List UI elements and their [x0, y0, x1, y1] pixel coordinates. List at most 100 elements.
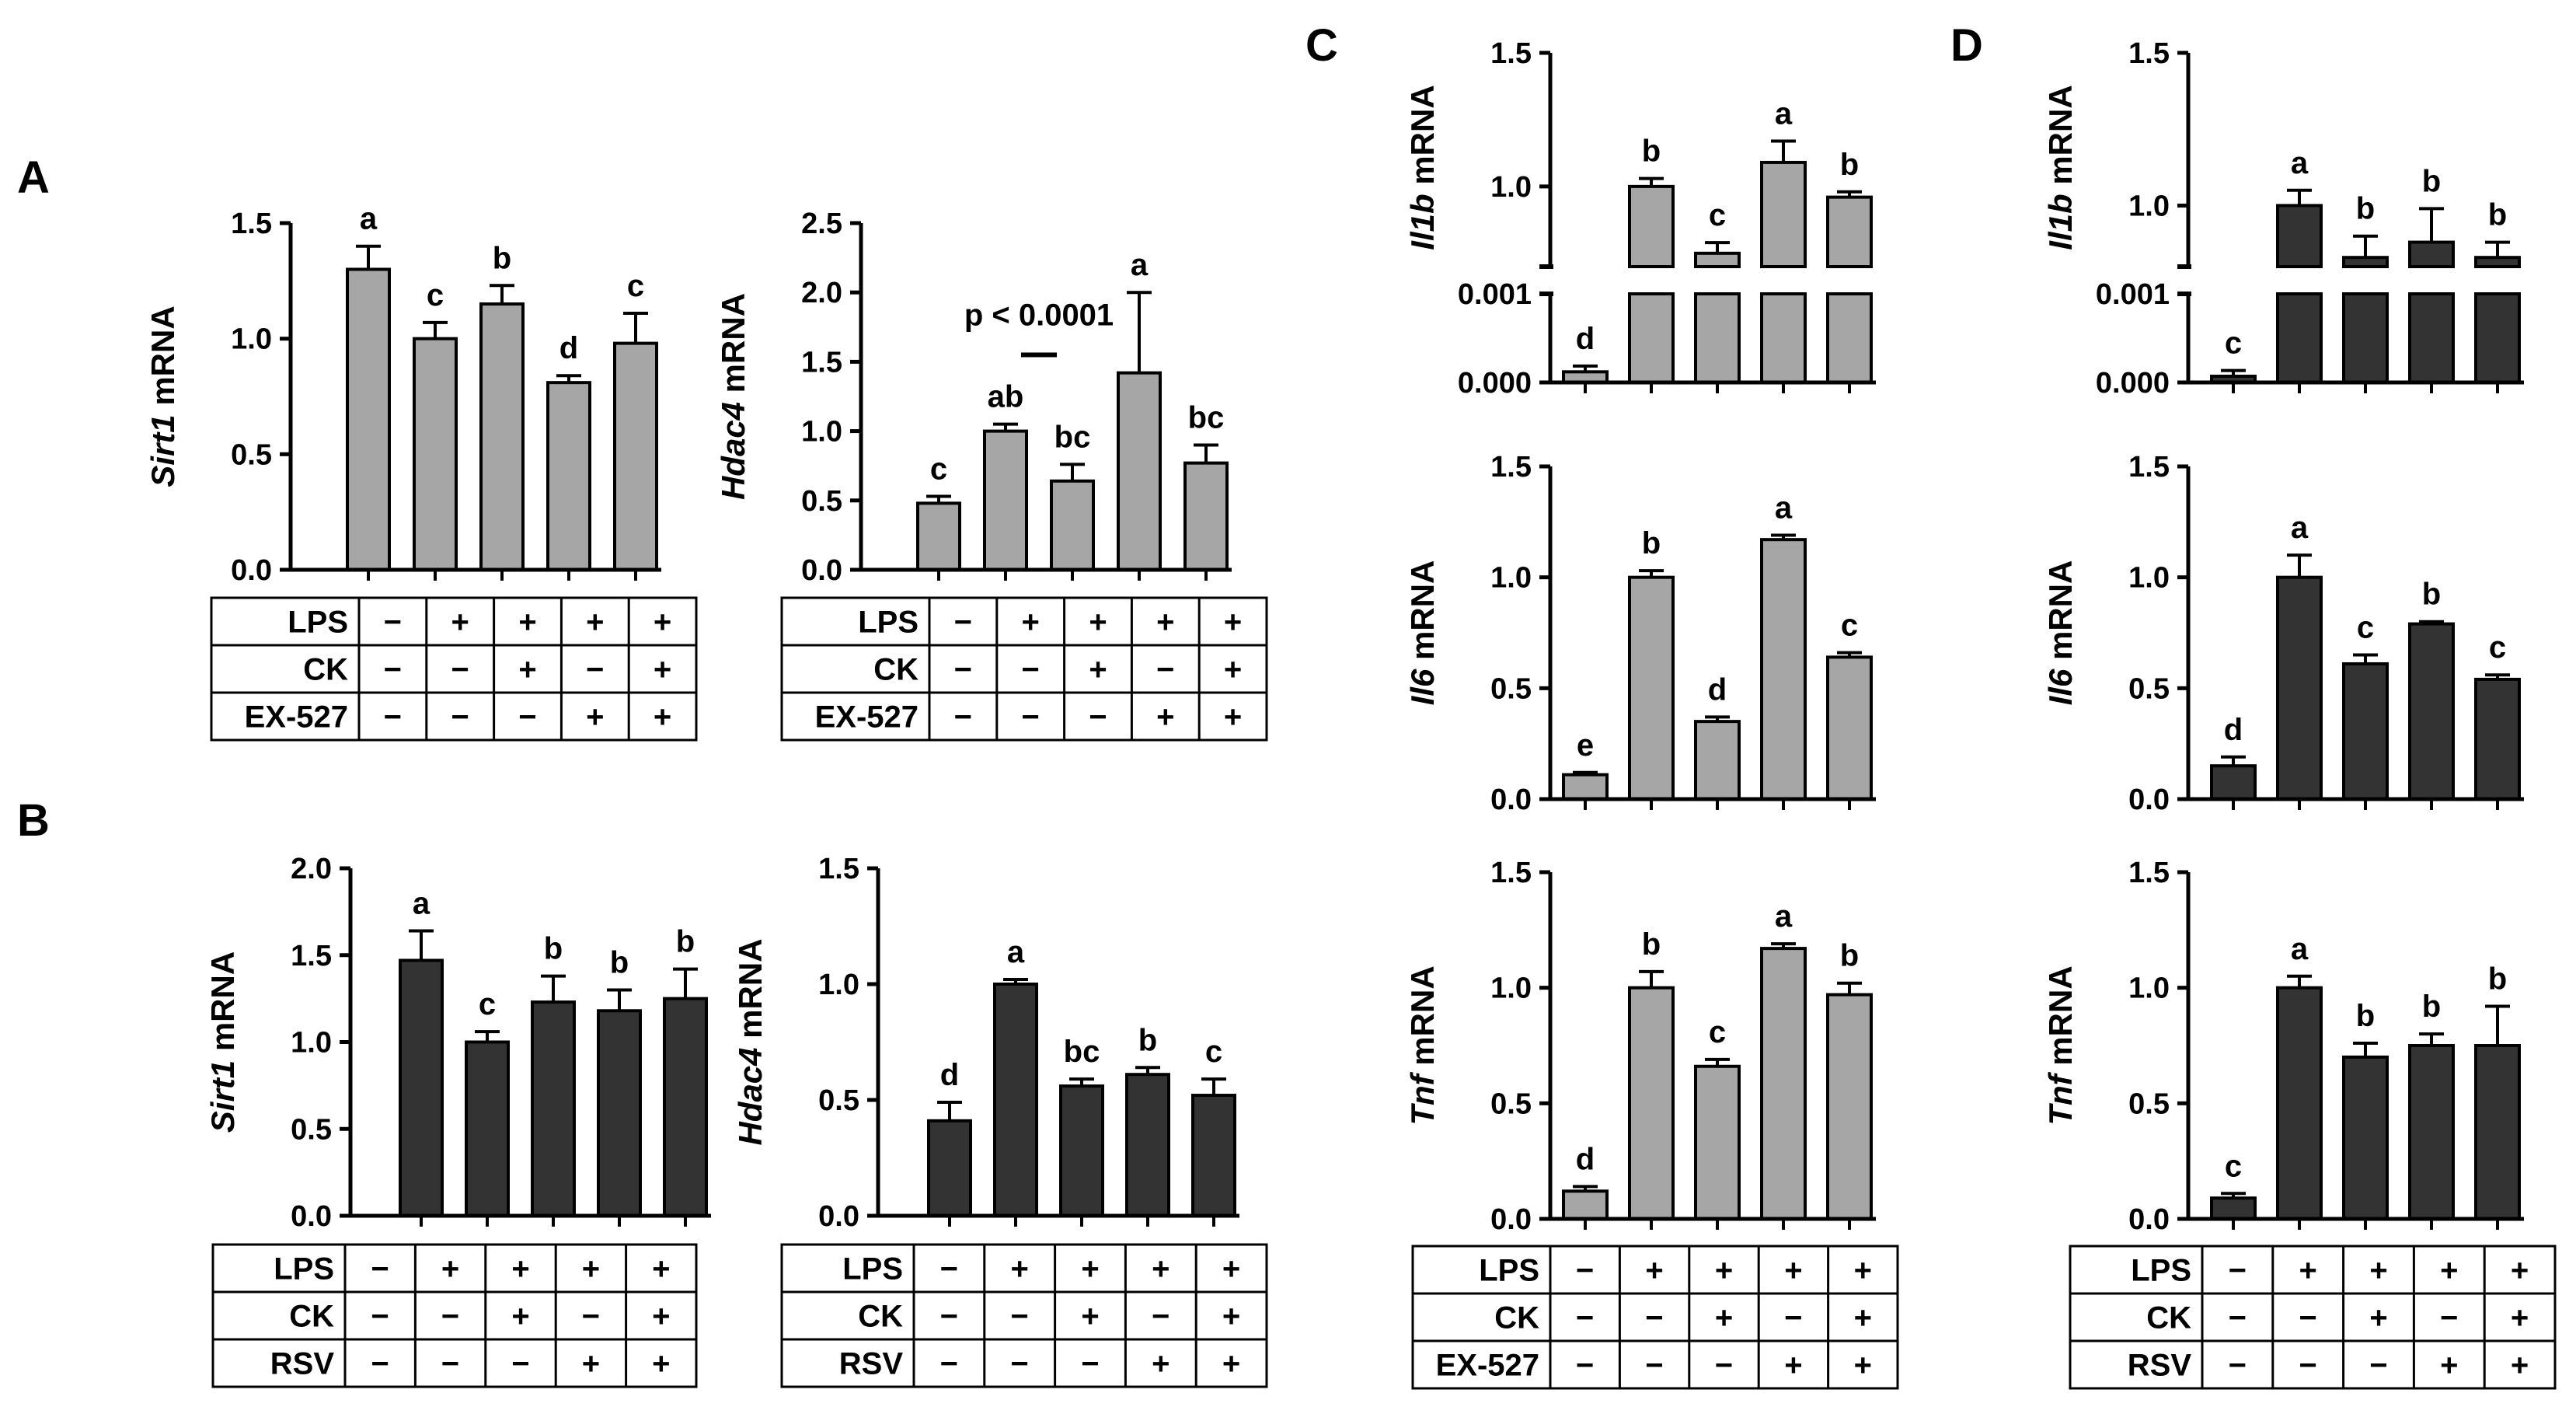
- chart-a1-y-tick-label: 1.5: [231, 208, 272, 240]
- chart-c2-y-tick-label: 1.0: [1490, 562, 1532, 595]
- chart-a1-treatment-sign: −: [384, 700, 402, 735]
- chart-c3-treatment-sign: +: [1854, 1254, 1872, 1288]
- chart-b1-treatment-name: CK: [289, 1300, 334, 1334]
- chart-c1-bar-lower: [1694, 292, 1741, 384]
- panel-label-D: D: [1950, 20, 1983, 71]
- chart-d3-bar: [2276, 986, 2323, 1220]
- chart-b1-treatment-sign: +: [652, 1347, 670, 1381]
- chart-d3-y-axis-unit: mRNA: [2042, 965, 2079, 1074]
- chart-c2-y-axis-unit: mRNA: [1404, 560, 1441, 669]
- chart-b1-treatment-sign: −: [582, 1300, 600, 1334]
- chart-c2-y-axis-gene: Il6: [1404, 669, 1441, 705]
- chart-c3-treatment-sign: −: [1576, 1254, 1594, 1288]
- chart-c2-sig-letter: b: [1642, 526, 1661, 560]
- chart-c3-y-tick-label: 1.5: [1490, 857, 1532, 889]
- chart-c3-sig-letter: d: [1576, 1142, 1595, 1176]
- chart-d2-y-tick-label: 1.5: [2128, 451, 2170, 484]
- chart-b2-treatment-sign: −: [940, 1300, 958, 1334]
- chart-a2-sig-letter: ab: [988, 380, 1024, 414]
- chart-c1-sig-letter: b: [1642, 134, 1661, 169]
- chart-b1-table-frame: [211, 1243, 698, 1388]
- panel-label-A: A: [17, 152, 50, 203]
- chart-c2-bar: [1694, 720, 1741, 801]
- chart-c1-lower-y-tick-label: 0.000: [1458, 367, 1532, 400]
- chart-c1-bar-upper: [1628, 184, 1675, 268]
- chart-d1-break-gap: [2191, 269, 2525, 292]
- chart-a2-y-tick-label: 2.5: [801, 208, 842, 240]
- chart-c2-bar: [1562, 773, 1609, 801]
- chart-a2-table-frame: [780, 596, 1268, 742]
- chart-c3-bar: [1760, 947, 1807, 1220]
- chart-a2-y-tick-label: 1.0: [801, 416, 842, 449]
- chart-d1-sig-letter: b: [2422, 164, 2441, 198]
- chart-a2-treatment-sign: −: [954, 653, 972, 687]
- chart-d2-bar: [2210, 764, 2257, 801]
- chart-b2-treatment-sign: −: [940, 1252, 958, 1287]
- chart-d3-treatment-sign: +: [2511, 1254, 2529, 1288]
- chart-b2-treatment-sign: −: [1011, 1300, 1029, 1334]
- chart-b1-treatment-sign: −: [511, 1347, 529, 1381]
- chart-a1-treatment-sign: +: [518, 653, 536, 687]
- chart-b2-y-axis-label: Hdac4 mRNA: [732, 938, 769, 1145]
- chart-c1-break-gap: [1553, 269, 1877, 292]
- chart-b2-bar: [927, 1119, 972, 1217]
- chart-b1-treatment-name: RSV: [270, 1347, 335, 1381]
- chart-b2-treatment-sign: +: [1222, 1300, 1240, 1334]
- chart-b1-sig-letter: b: [610, 945, 629, 979]
- chart-c3-bar: [1628, 986, 1675, 1220]
- chart-c1-y-axis-label: Il1b mRNA: [1404, 85, 1441, 250]
- chart-d3-bar: [2408, 1044, 2455, 1220]
- chart-d2-bar: [2408, 622, 2455, 801]
- chart-c3-y-tick-label: 0.0: [1490, 1203, 1532, 1236]
- chart-c2-sig-letter: d: [1708, 672, 1727, 707]
- chart-b2-bar: [1125, 1073, 1170, 1217]
- chart-d3-table-frame: [2069, 1245, 2557, 1390]
- chart-b2-bar: [993, 983, 1038, 1217]
- chart-a2-treatment-sign: +: [1156, 700, 1174, 735]
- chart-a2-y-tick-label: 2.0: [801, 277, 842, 309]
- chart-d2-y-tick-label: 0.0: [2128, 784, 2170, 816]
- chart-b1-treatment-sign: +: [652, 1300, 670, 1334]
- chart-d3-sig-letter: a: [2291, 932, 2309, 966]
- chart-c2-y-tick-label: 1.5: [1490, 451, 1532, 484]
- chart-a1-bar: [346, 267, 391, 571]
- chart-b2-table-frame: [780, 1243, 1268, 1388]
- chart-a1-y-tick-label: 1.0: [231, 323, 272, 356]
- chart-b1-y-tick-label: 1.0: [291, 1027, 332, 1060]
- chart-c3-treatment-name: LPS: [1479, 1254, 1539, 1288]
- chart-d3-y-tick-label: 1.5: [2128, 857, 2170, 889]
- chart-c1-bar-lower: [1628, 292, 1675, 384]
- chart-c3-bar: [1562, 1189, 1609, 1220]
- chart-d1-bar-lower: [2342, 292, 2389, 384]
- chart-c1-sig-letter: a: [1775, 96, 1793, 131]
- chart-a1-y-axis-gene: Sirt1: [145, 414, 181, 487]
- chart-b1-treatment-sign: −: [371, 1347, 389, 1381]
- chart-a2-sig-letter: bc: [1054, 420, 1091, 454]
- chart-b2-treatment-name: LPS: [842, 1252, 903, 1287]
- chart-c1-upper-y-tick-label: 1.5: [1490, 37, 1532, 70]
- chart-d1-y-axis-label: Il1b mRNA: [2042, 85, 2079, 250]
- chart-a1-y-axis-unit: mRNA: [145, 305, 181, 414]
- chart-b2-y-axis-unit: mRNA: [732, 938, 769, 1047]
- chart-a1-treatment-sign: +: [654, 653, 671, 687]
- chart-a1-y-tick-label: 0.5: [231, 438, 272, 471]
- chart-c3-treatment-name: CK: [1494, 1301, 1539, 1335]
- chart-a2-significance-text: p < 0.0001: [964, 298, 1114, 332]
- chart-a2-sig-letter: bc: [1188, 400, 1225, 435]
- chart-b1-sig-letter: b: [676, 925, 695, 959]
- chart-a2-treatment-name: LPS: [858, 606, 919, 640]
- chart-a2-y-tick-label: 0.5: [801, 485, 842, 518]
- chart-c2-y-tick-label: 0.0: [1490, 784, 1532, 816]
- chart-a1-treatment-name: CK: [303, 653, 348, 687]
- chart-c3-sig-letter: b: [1840, 939, 1859, 973]
- chart-c2-sig-letter: c: [1841, 609, 1858, 643]
- chart-d2-sig-letter: a: [2291, 511, 2309, 545]
- chart-a2-treatment-sign: +: [1224, 700, 1242, 735]
- chart-c3-y-tick-label: 0.5: [1490, 1088, 1532, 1120]
- chart-d1-y-axis-unit: mRNA: [2042, 85, 2079, 194]
- chart-d2: 0.0 0.5 1.0 1.5 d a c b c Il6 mRNA: [2042, 451, 2524, 816]
- chart-b2-treatment-sign: +: [1011, 1252, 1029, 1287]
- chart-c3-treatment-sign: −: [1715, 1349, 1733, 1383]
- chart-a2-treatment-sign: −: [1156, 653, 1174, 687]
- chart-b2-treatment-sign: −: [1081, 1347, 1099, 1381]
